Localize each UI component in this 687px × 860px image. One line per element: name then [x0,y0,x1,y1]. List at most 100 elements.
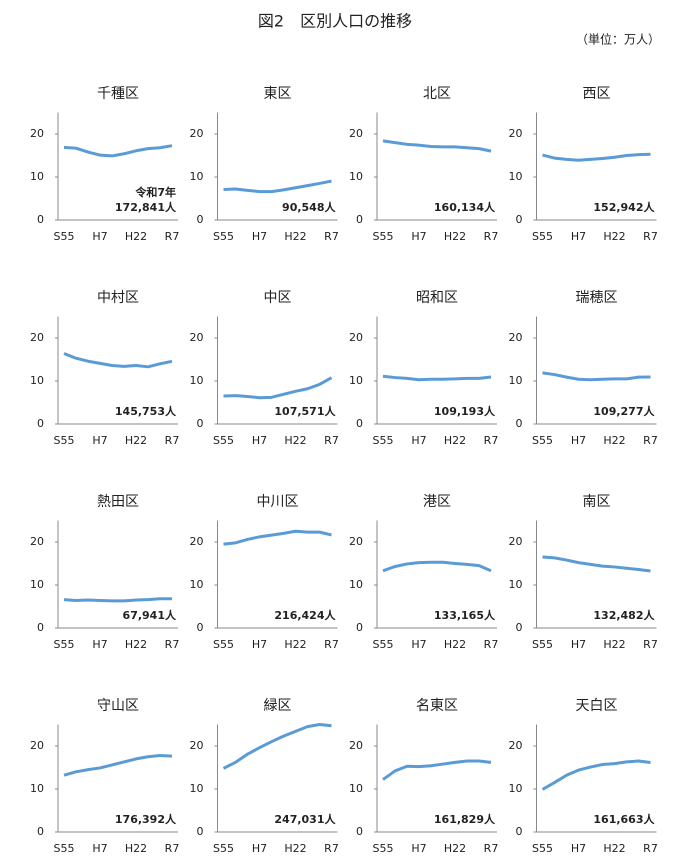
panel-title: 熱田区 [97,494,139,510]
x-tick-label: R7 [484,230,499,243]
panel-title: 中川区 [257,494,299,510]
value-label: 161,663人 [593,812,655,826]
data-line [382,560,492,573]
y-tick-label: 20 [190,331,204,344]
panel-title: 天白区 [576,698,618,714]
y-tick-label: 20 [349,535,363,548]
y-tick-label: 10 [349,782,363,795]
x-tick-label: H7 [92,842,107,855]
y-tick-label: 20 [30,739,44,752]
value-label: 161,829人 [434,812,496,826]
y-tick-label: 0 [37,621,44,634]
panel-title: 中村区 [97,290,139,306]
y-tick-label: 0 [356,621,363,634]
x-tick-label: S55 [54,638,75,651]
x-tick-label: S55 [532,842,553,855]
y-tick-label: 0 [197,825,204,838]
x-tick-label: H22 [125,842,147,855]
x-tick-label: R7 [484,434,499,447]
x-tick-label: S55 [532,434,553,447]
x-tick-label: S55 [54,434,75,447]
data-line [542,152,651,162]
y-tick-label: 10 [30,170,44,183]
y-tick-label: 20 [349,127,363,140]
x-tick-label: H7 [92,638,107,651]
y-tick-label: 20 [30,535,44,548]
value-label: 145,753人 [115,404,177,418]
x-tick-label: H7 [92,230,107,243]
x-tick-label: H7 [571,434,586,447]
x-tick-label: H7 [252,638,267,651]
x-tick-label: H22 [603,842,625,855]
x-tick-label: H22 [125,638,147,651]
y-tick-label: 10 [190,374,204,387]
x-tick-label: S55 [373,434,394,447]
x-tick-label: H22 [444,638,466,651]
data-line [63,144,173,158]
y-tick-label: 10 [509,782,523,795]
x-tick-label: H22 [284,434,306,447]
value-label: 172,841人 [115,200,177,214]
y-tick-label: 0 [197,417,204,430]
x-tick-label: S55 [54,230,75,243]
y-tick-label: 10 [190,170,204,183]
x-tick-label: H22 [603,434,625,447]
y-tick-label: 0 [37,825,44,838]
data-line [223,179,332,194]
y-tick-label: 0 [516,417,523,430]
x-tick-label: S55 [373,638,394,651]
panel-title: 守山区 [97,698,139,714]
x-tick-label: S55 [373,230,394,243]
x-tick-label: H7 [571,842,586,855]
data-line [542,371,651,382]
value-label: 152,942人 [593,200,655,214]
x-tick-label: H7 [411,434,426,447]
y-tick-label: 10 [509,578,523,591]
y-tick-label: 20 [349,739,363,752]
x-tick-label: H7 [411,638,426,651]
x-tick-label: H7 [571,230,586,243]
x-tick-label: R7 [165,842,180,855]
x-tick-label: H22 [444,230,466,243]
value-label: 67,941人 [123,608,177,622]
panel-title: 北区 [423,86,451,102]
x-tick-label: R7 [324,638,339,651]
x-tick-label: R7 [484,842,499,855]
x-tick-label: H7 [411,842,426,855]
data-line [222,723,332,770]
data-line [382,759,492,781]
x-tick-label: R7 [643,638,658,651]
x-tick-label: H7 [252,842,267,855]
panel-title: 瑞穂区 [576,290,618,306]
panel-title: 緑区 [264,698,292,714]
x-tick-label: R7 [165,434,180,447]
x-tick-label: R7 [165,230,180,243]
x-tick-label: H22 [603,638,625,651]
annotation: 令和7年 [134,185,176,199]
y-tick-label: 20 [190,739,204,752]
x-tick-label: S55 [532,638,553,651]
data-line [223,529,332,546]
x-tick-label: H7 [411,230,426,243]
y-tick-label: 20 [349,331,363,344]
main-title: 図2 区別人口の推移 [258,12,412,31]
x-tick-label: H22 [284,638,306,651]
x-tick-label: S55 [54,842,75,855]
x-tick-label: H22 [603,230,625,243]
x-tick-label: H22 [284,230,306,243]
x-tick-label: H22 [284,842,306,855]
value-label: 107,571人 [274,404,336,418]
data-line [63,597,173,603]
panel-title: 名東区 [416,698,458,714]
x-tick-label: R7 [643,230,658,243]
y-tick-label: 10 [30,374,44,387]
y-tick-label: 20 [190,535,204,548]
y-tick-label: 0 [516,825,523,838]
y-tick-label: 10 [349,170,363,183]
data-line [382,139,492,153]
y-tick-label: 0 [37,213,44,226]
y-tick-label: 20 [509,127,523,140]
y-tick-label: 10 [190,578,204,591]
data-line [541,759,651,791]
value-label: 160,134人 [434,200,496,214]
